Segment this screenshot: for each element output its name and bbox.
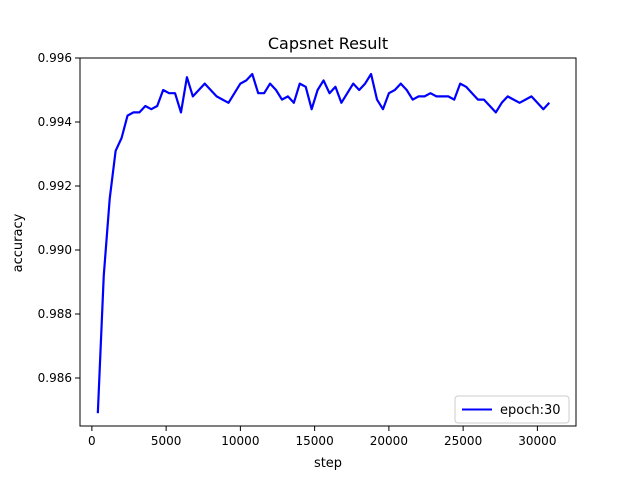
series-layer [96, 72, 551, 414]
y-tick-label: 0.988 [38, 307, 72, 321]
x-tick-label: 30000 [518, 434, 556, 448]
x-tick-label: 25000 [444, 434, 482, 448]
x-axis: 0 5000 10000 15000 20000 25000 30000 [88, 426, 556, 448]
x-axis-label: step [314, 456, 342, 471]
y-tick-label: 0.994 [38, 115, 72, 129]
y-axis-label: accuracy [11, 213, 26, 272]
y-tick-label: 0.990 [38, 243, 72, 257]
x-tick-label: 5000 [151, 434, 182, 448]
x-tick-label: 10000 [221, 434, 259, 448]
plot-frame [79, 57, 577, 427]
x-tick-label: 15000 [296, 434, 334, 448]
x-tick-label: 0 [88, 434, 96, 448]
chart-title: Capsnet Result [268, 34, 388, 53]
legend: epoch:30 [454, 395, 570, 424]
y-tick-label: 0.996 [38, 51, 72, 65]
plot-area [80, 58, 576, 426]
series-line [96, 72, 551, 414]
legend-box [454, 395, 570, 424]
x-tick-label: 20000 [370, 434, 408, 448]
y-tick-label: 0.992 [38, 179, 72, 193]
y-tick-label: 0.986 [38, 371, 72, 385]
legend-label: epoch:30 [500, 403, 561, 418]
y-axis: 0.986 0.988 0.990 0.992 0.994 0.996 [38, 51, 80, 385]
